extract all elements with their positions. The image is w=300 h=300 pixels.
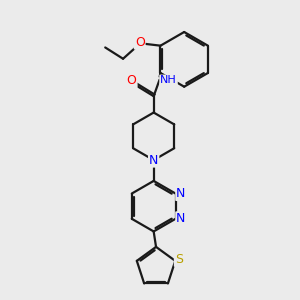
- Text: S: S: [175, 253, 183, 266]
- Text: O: O: [127, 74, 136, 87]
- Text: N: N: [176, 212, 186, 225]
- Text: O: O: [135, 36, 145, 49]
- Text: NH: NH: [160, 76, 177, 85]
- Text: N: N: [149, 154, 158, 166]
- Text: N: N: [176, 187, 186, 200]
